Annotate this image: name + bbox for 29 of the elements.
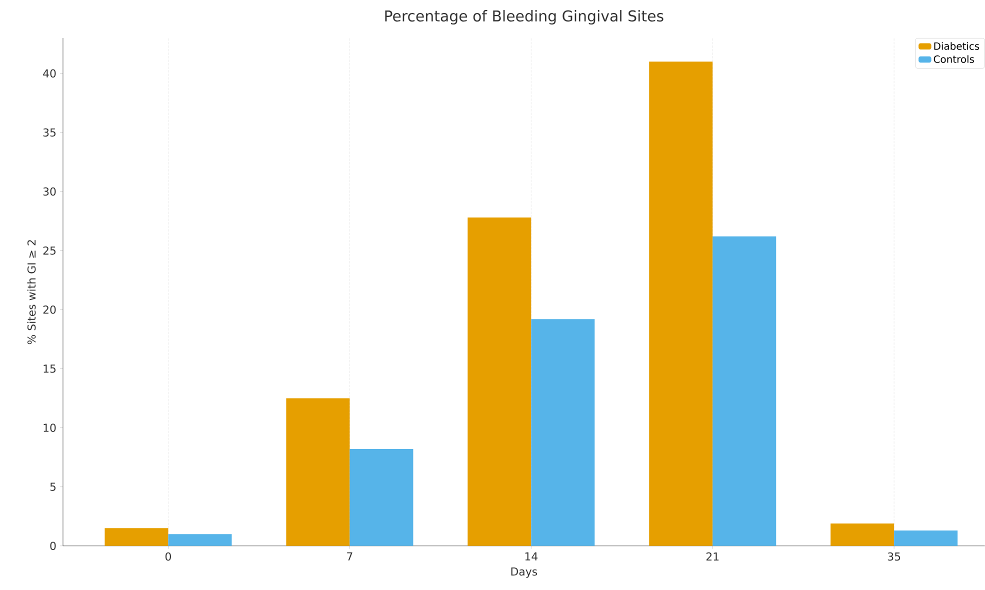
y-tick-label: 15 <box>44 364 56 373</box>
bar <box>104 528 168 546</box>
chart-title: Percentage of Bleeding Gingival Sites <box>385 10 664 25</box>
y-tick-label: 35 <box>43 128 56 137</box>
bar <box>894 530 958 546</box>
bar <box>830 524 894 546</box>
bar <box>286 398 350 546</box>
y-tick-label: 5 <box>50 482 56 491</box>
bar <box>531 319 595 546</box>
x-tick-label: 7 <box>347 552 352 560</box>
y-tick-label: 30 <box>43 187 56 196</box>
x-tick-label: 14 <box>525 552 538 560</box>
y-tick-label: 10 <box>44 424 56 432</box>
x-tick-label: 21 <box>706 552 719 561</box>
legend-label: Controls <box>934 55 974 63</box>
x-axis-title: Days <box>511 568 538 578</box>
y-tick-label: 0 <box>50 542 56 550</box>
legend-label: Diabetics <box>934 42 980 50</box>
bar <box>350 449 414 546</box>
bar <box>649 62 713 546</box>
bar <box>468 218 532 546</box>
x-tick-label: 0 <box>165 552 171 561</box>
y-tick-label: 20 <box>43 306 56 314</box>
y-axis-title: % Sites with GI ≥ 2 <box>27 240 36 344</box>
x-tick-label: 35 <box>888 552 900 561</box>
y-tick-label: 40 <box>43 69 56 78</box>
y-tick-label: 25 <box>43 246 56 255</box>
bar <box>168 534 232 546</box>
bar <box>712 236 776 546</box>
